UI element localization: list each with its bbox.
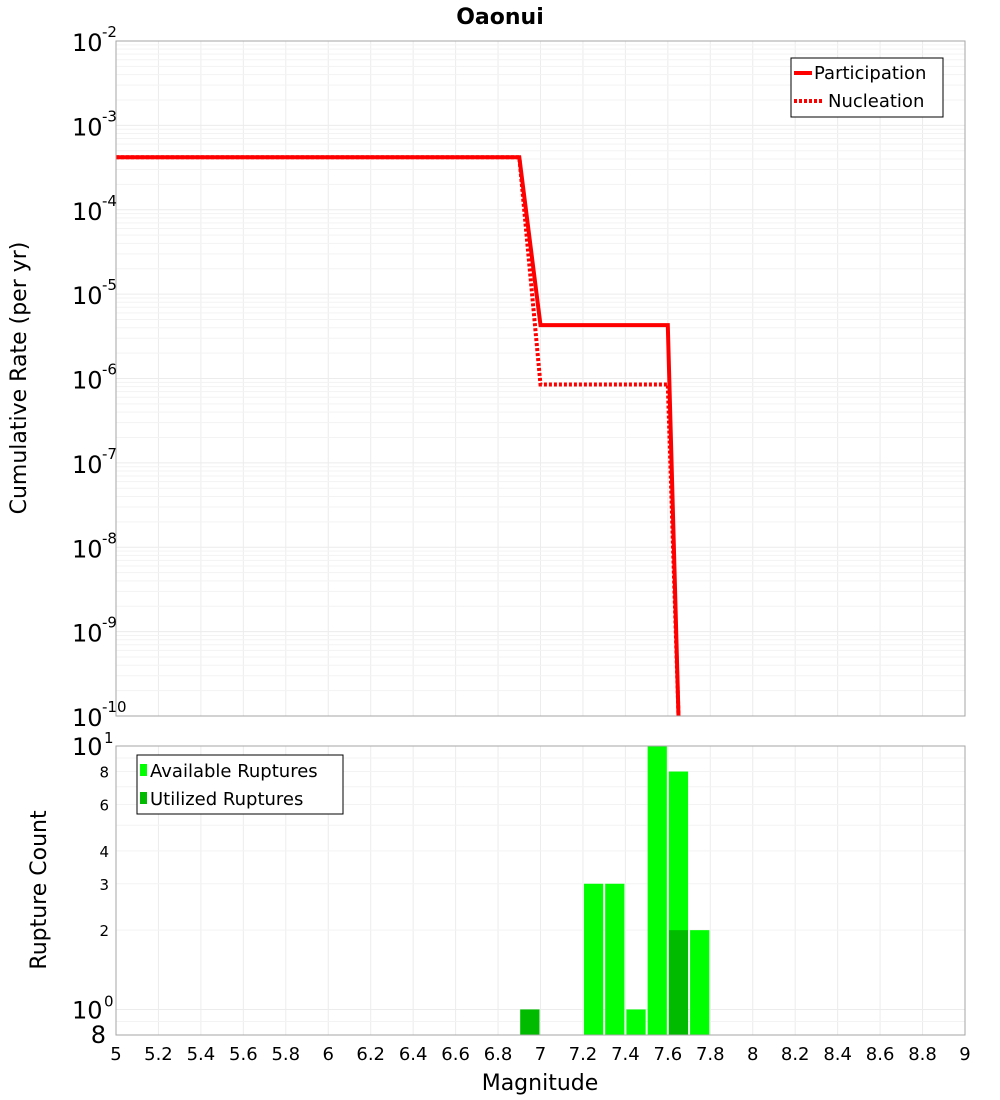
x-tick-label: 7 xyxy=(535,1044,546,1065)
x-tick-label: 8.2 xyxy=(781,1044,810,1065)
x-tick-label: 8 xyxy=(747,1044,758,1065)
x-tick-label: 8.4 xyxy=(823,1044,852,1065)
top-y-tick-label: 10 xyxy=(72,113,103,141)
available-bar xyxy=(583,883,604,1035)
available-bar xyxy=(647,746,667,1035)
top-series xyxy=(116,155,681,717)
available-bar xyxy=(626,1009,646,1035)
top-grid xyxy=(115,41,966,717)
x-tick-label: 7.8 xyxy=(696,1044,725,1065)
x-tick-label: 8.6 xyxy=(866,1044,895,1065)
top-y-ticks: 10-210-310-410-510-610-710-810-910-10 xyxy=(72,23,127,732)
top-y-tick-exponent: -9 xyxy=(102,614,117,632)
top-panel: 10-210-310-410-510-610-710-810-910-10 Cu… xyxy=(7,23,966,732)
x-tick-label: 9 xyxy=(959,1044,970,1065)
top-y-tick-exponent: -3 xyxy=(102,107,117,125)
x-axis-label: Magnitude xyxy=(482,1071,599,1096)
legend-utilized-swatch xyxy=(140,792,147,804)
x-tick-label: 6 xyxy=(323,1044,334,1065)
top-y-tick-exponent: -5 xyxy=(102,276,117,294)
legend-utilized-label: Utilized Ruptures xyxy=(150,789,303,810)
x-tick-label: 6.4 xyxy=(399,1044,428,1065)
bottom-y-tick-label: 10 xyxy=(72,733,103,761)
bottom-bars xyxy=(520,746,710,1035)
x-tick-label: 8.8 xyxy=(908,1044,937,1065)
top-y-tick-label: 10 xyxy=(72,282,103,310)
bottom-legend-box xyxy=(136,754,344,815)
x-tick-label: 6.6 xyxy=(441,1044,470,1065)
top-y-tick-label: 10 xyxy=(72,535,103,563)
x-tick-label: 5.8 xyxy=(271,1044,300,1065)
top-y-tick-label: 10 xyxy=(72,451,103,479)
top-legend-box xyxy=(790,57,944,118)
top-y-axis-label: Cumulative Rate (per yr) xyxy=(7,242,32,515)
bottom-y-axis-label: Rupture Count xyxy=(27,810,52,970)
bottom-y-tick-exponent: 1 xyxy=(104,729,114,747)
legend-available-swatch xyxy=(140,764,147,776)
bottom-y-tick-label: 10 xyxy=(72,996,103,1024)
top-y-tick-exponent: -10 xyxy=(102,698,127,716)
legend-available-label: Available Ruptures xyxy=(150,761,318,782)
x-tick-label: 6.8 xyxy=(484,1044,513,1065)
bottom-y-tick-minor-label: 4 xyxy=(99,843,109,861)
x-tick-label: 5.2 xyxy=(144,1044,173,1065)
x-ticks: 5 5.2 5.4 5.6 5.8 6 6.2 6.4 6.6 6.8 7 7.2 7.4 7.6 7.8 8… xyxy=(110,1044,970,1065)
top-y-tick-label: 10 xyxy=(72,198,103,226)
x-tick-label: 5.6 xyxy=(229,1044,258,1065)
top-y-tick-label: 10 xyxy=(72,367,103,395)
bottom-y-tick-label: 8 xyxy=(91,1021,106,1049)
chart-title: Oaonui xyxy=(456,5,544,30)
nucleation-line xyxy=(116,155,681,717)
utilized-bar xyxy=(668,930,689,1035)
top-y-tick-exponent: -4 xyxy=(102,192,117,210)
top-y-tick-label: 10 xyxy=(72,620,103,648)
top-y-tick-exponent: -6 xyxy=(102,361,117,379)
bottom-y-tick-minor-label: 6 xyxy=(99,796,109,814)
participation-line xyxy=(116,155,681,717)
bottom-y-tick-exponent: 0 xyxy=(104,992,114,1010)
legend-nucleation-label: Nucleation xyxy=(828,91,924,112)
utilized-bar xyxy=(520,1009,540,1035)
available-bar xyxy=(690,930,710,1035)
x-tick-label: 7.2 xyxy=(569,1044,598,1065)
top-plot-frame xyxy=(115,40,966,717)
legend-participation-label: Participation xyxy=(814,63,926,84)
top-y-tick-label: 10 xyxy=(72,29,103,57)
x-tick-label: 7.6 xyxy=(654,1044,683,1065)
bottom-y-tick-minor-label: 2 xyxy=(99,922,109,940)
x-tick-label: 6.2 xyxy=(356,1044,385,1065)
bottom-plot-frame xyxy=(115,745,966,1036)
bottom-y-tick-minor-label: 3 xyxy=(99,876,109,894)
bottom-legend: Available Ruptures Utilized Ruptures xyxy=(136,754,344,815)
x-tick-label: 5 xyxy=(110,1044,121,1065)
top-y-tick-exponent: -7 xyxy=(102,445,117,463)
bottom-y-tick-minor-label: 8 xyxy=(99,764,109,782)
available-bar xyxy=(605,883,625,1035)
top-y-tick-label: 10 xyxy=(72,704,103,732)
x-tick-label: 5.4 xyxy=(187,1044,216,1065)
x-tick-label: 7.4 xyxy=(611,1044,640,1065)
top-y-tick-exponent: -8 xyxy=(102,529,117,547)
top-y-tick-exponent: -2 xyxy=(102,23,117,41)
top-legend: Participation Nucleation xyxy=(790,57,944,118)
